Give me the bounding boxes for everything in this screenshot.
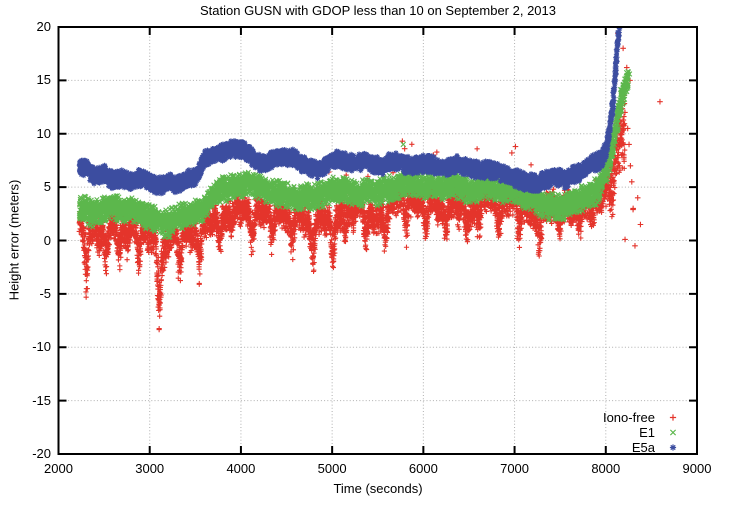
y-tick-label: -10 <box>32 339 51 355</box>
chart-title: Station GUSN with GDOP less than 10 on S… <box>199 3 556 18</box>
x-tick-label: 3000 <box>135 461 165 476</box>
legend-label: Iono-free <box>602 410 655 425</box>
y-tick-label: 15 <box>36 72 51 88</box>
legend-row-e1: E1 <box>603 425 683 440</box>
x-tick-label: 2000 <box>44 461 73 476</box>
legend-cross-marker-icon <box>663 425 683 440</box>
y-tick-label: -5 <box>39 285 51 301</box>
x-tick-label: 4000 <box>226 461 256 476</box>
y-tick-label: -20 <box>32 446 51 461</box>
y-tick-label: 10 <box>36 125 51 141</box>
y-tick-label: -15 <box>32 392 51 408</box>
x-axis-label: Time (seconds) <box>333 481 423 496</box>
y-tick-label: 20 <box>36 19 51 34</box>
x-tick-label: 9000 <box>682 461 712 476</box>
x-tick-label: 5000 <box>317 461 347 476</box>
legend-label: E1 <box>639 425 655 440</box>
x-tick-label: 8000 <box>591 461 621 476</box>
legend-plus-marker-icon <box>663 410 683 425</box>
y-tick-label: 0 <box>43 232 51 248</box>
x-tick-label: 6000 <box>408 461 438 476</box>
x-tick-label: 7000 <box>500 461 530 476</box>
legend-row-e5a: E5a <box>603 440 683 455</box>
legend-row-iono-free: Iono-free <box>603 410 683 425</box>
legend: Iono-free E1 E5a <box>603 410 683 455</box>
legend-label: E5a <box>631 440 655 455</box>
legend-star-marker-icon <box>663 440 683 455</box>
y-tick-label: 5 <box>43 179 51 195</box>
